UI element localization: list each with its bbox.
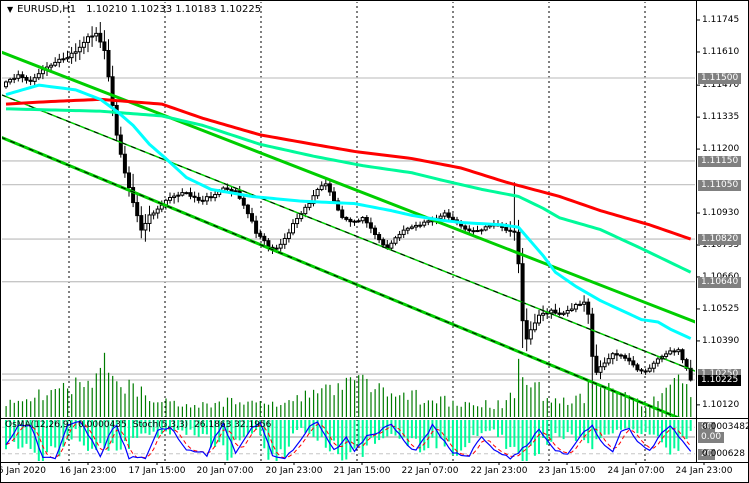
time-axis-label[interactable]: 16 Jan 2020 [1, 466, 46, 476]
price-level-label: 1.11500 [698, 73, 742, 85]
time-axis-label[interactable]: 17 Jan 15:00 [128, 466, 186, 476]
price-level-label: 1.11050 [698, 179, 742, 191]
stoch-d-line [5, 422, 692, 459]
price-axis-label: 1.11200 [702, 144, 740, 155]
candles [4, 22, 693, 389]
time-axis-label[interactable]: 22 Jan 07:00 [401, 466, 459, 476]
main-chart[interactable] [1, 1, 749, 448]
trendline-channel-median[interactable] [1, 94, 749, 393]
price-axis-label: 1.11335 [702, 112, 740, 123]
price-axis-label: 1.10930 [702, 208, 740, 219]
indicator-scale-label: 0.00 [698, 432, 725, 443]
price-axis-label: 1.11745 [702, 15, 740, 25]
time-axis-label[interactable]: 22 Jan 23:00 [470, 466, 528, 476]
time-axis-label[interactable]: 20 Jan 23:00 [265, 466, 323, 476]
time-axis-label[interactable]: 24 Jan 23:00 [675, 466, 733, 476]
time-axis-label[interactable]: 16 Jan 23:00 [59, 466, 117, 476]
price-level-label: 1.10820 [698, 234, 742, 246]
price-axis-label: 1.10525 [702, 303, 740, 314]
price-axis-label: 1.11610 [702, 46, 740, 57]
osma-label: OsMA(12,26,9) [5, 420, 73, 430]
time-axis-label[interactable]: 21 Jan 15:00 [333, 466, 391, 476]
stoch-value: 26.1863 32.1956 [194, 420, 272, 430]
indicator-pane[interactable] [1, 419, 696, 466]
price-level-label: 1.10640 [698, 276, 742, 288]
indicator-scale-label: 0.0003482 [702, 422, 749, 432]
symbol-dropdown-icon[interactable]: ▼ [7, 5, 14, 14]
indicator-scale-label: 80 [698, 422, 716, 433]
stoch-label: Stoch(5,3,3) [132, 420, 189, 430]
ohlc-quotes-label: 1.10210 1.10233 1.10183 1.10225 [86, 4, 262, 15]
osma-value: 0.0000435 [78, 420, 127, 430]
trendline-channel-lower[interactable] [1, 136, 749, 447]
ma-cyan[interactable] [5, 83, 692, 340]
ma-red[interactable] [5, 97, 692, 241]
price-axis-label: 1.10390 [702, 335, 740, 346]
indicator-scale-label: 20 [698, 449, 716, 460]
price-axis-label: 1.11470 [702, 80, 740, 91]
time-axis-label[interactable]: 20 Jan 07:00 [196, 466, 254, 476]
stoch-k-line [5, 420, 692, 460]
time-axis-label[interactable]: 23 Jan 15:00 [538, 466, 596, 476]
bid-price-label: 1.10225 [698, 375, 742, 386]
chart-title: ▼ EURUSD,H1 1.10210 1.10233 1.10183 1.1022… [7, 4, 261, 15]
price-level-label: 1.11150 [698, 155, 742, 167]
time-axis-label[interactable]: 24 Jan 07:00 [607, 466, 665, 476]
symbol-period-label: EURUSD,H1 [17, 4, 77, 15]
price-level-label: 1.10250 [698, 369, 742, 381]
indicator-scale-label: 0.000628 [702, 449, 745, 459]
osma-histogram [5, 420, 692, 461]
indicator-pane-label: OsMA(12,26,9) 0.0000435 Stoch(5,3,3) 26.186… [5, 420, 277, 430]
price-axis-label: 1.10120 [702, 399, 740, 410]
